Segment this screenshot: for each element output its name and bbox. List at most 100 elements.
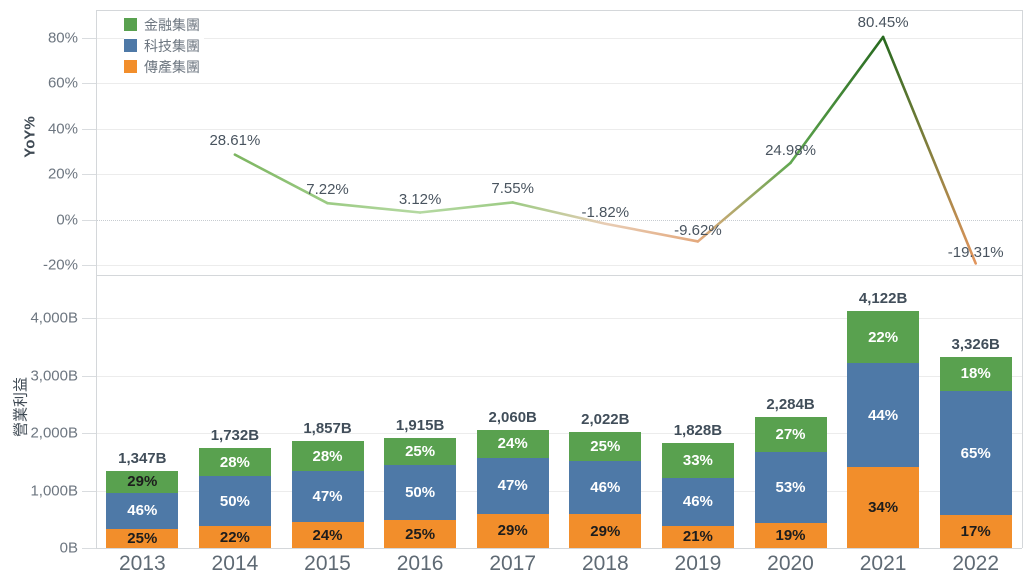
bar-segment-金融集團[interactable]: 22% bbox=[847, 310, 920, 364]
bar-segment-label: 50% bbox=[219, 492, 250, 510]
bar-2016[interactable]: 25% 50% 25% bbox=[384, 437, 457, 548]
bar-segment-金融集團[interactable]: 33% bbox=[661, 442, 734, 478]
yoy-line-segment[interactable] bbox=[696, 161, 792, 243]
yoy-line-segment[interactable] bbox=[233, 153, 329, 205]
bar-segment-金融集團[interactable]: 24% bbox=[476, 429, 549, 458]
operating-income-gridline bbox=[96, 375, 1022, 377]
bar-segment-傳產集團[interactable]: 19% bbox=[754, 522, 827, 548]
bar-2020[interactable]: 27% 53% 19% bbox=[754, 416, 827, 548]
bar-segment-label: 29% bbox=[590, 522, 621, 540]
x-tick-2013: 2013 bbox=[118, 552, 166, 575]
bar-segment-傳產集團[interactable]: 22% bbox=[198, 526, 271, 548]
yoy-value-label: 80.45% bbox=[857, 13, 909, 31]
bar-segment-金融集團[interactable]: 27% bbox=[754, 416, 827, 453]
yoy-tick-label: 20% bbox=[47, 165, 78, 183]
bar-2022[interactable]: 18% 65% 17% bbox=[939, 356, 1012, 548]
bar-segment-科技集團[interactable]: 53% bbox=[754, 452, 827, 523]
bar-segment-label: 21% bbox=[682, 528, 713, 546]
yoy-tick-mark bbox=[82, 128, 96, 130]
operating-income-tick-label: 4,000B bbox=[30, 309, 78, 327]
bar-segment-科技集團[interactable]: 50% bbox=[384, 465, 457, 521]
yoy-gridline bbox=[96, 128, 1022, 130]
bar-segment-金融集團[interactable]: 25% bbox=[569, 431, 642, 461]
yoy-line-segment[interactable] bbox=[789, 35, 885, 165]
bar-total-label: 4,122B bbox=[858, 289, 908, 307]
operating-income-tick-mark bbox=[82, 433, 96, 434]
yoy-tick-mark bbox=[82, 265, 96, 266]
bar-segment-科技集團[interactable]: 50% bbox=[198, 476, 271, 527]
operating-income-tick-mark bbox=[82, 490, 96, 492]
operating-income-tick-label: 0B bbox=[59, 539, 78, 557]
operating-income-tick-label: 1,000B bbox=[30, 482, 78, 499]
bar-segment-傳產集團[interactable]: 29% bbox=[569, 514, 642, 548]
bar-segment-科技集團[interactable]: 65% bbox=[939, 391, 1012, 516]
yoy-tick-mark bbox=[82, 83, 96, 85]
yoy-value-label: 28.61% bbox=[209, 131, 261, 149]
yoy-gridline bbox=[96, 265, 1022, 266]
bar-segment-金融集團[interactable]: 28% bbox=[198, 448, 271, 477]
legend-item-label: 金融集團 bbox=[144, 16, 200, 33]
bar-total-label: 3,326B bbox=[951, 335, 1000, 353]
bar-segment-label: 24% bbox=[312, 526, 343, 544]
bar-segment-label: 53% bbox=[775, 479, 806, 497]
legend-item-傳產集團[interactable]: 傳產集團 bbox=[124, 56, 200, 77]
bar-segment-科技集團[interactable]: 47% bbox=[476, 457, 549, 514]
x-tick-2021: 2021 bbox=[859, 552, 907, 575]
yoy-line-segment[interactable] bbox=[881, 35, 977, 265]
bar-segment-傳產集團[interactable]: 29% bbox=[476, 513, 549, 548]
bar-segment-傳產集團[interactable]: 25% bbox=[106, 528, 179, 548]
bar-segment-科技集團[interactable]: 46% bbox=[569, 460, 642, 515]
bar-total-label: 1,347B bbox=[118, 449, 167, 467]
bar-segment-label: 18% bbox=[960, 365, 991, 383]
yoy-tick-mark bbox=[82, 219, 96, 221]
bar-segment-科技集團[interactable]: 47% bbox=[291, 471, 364, 523]
bar-segment-傳產集團[interactable]: 21% bbox=[661, 525, 734, 548]
bar-2019[interactable]: 33% 46% 21% bbox=[661, 442, 734, 548]
legend-swatch-icon bbox=[124, 18, 137, 31]
yoy-value-label: 7.55% bbox=[491, 180, 534, 198]
bar-segment-label: 50% bbox=[405, 484, 436, 502]
bar-2018[interactable]: 25% 46% 29% bbox=[569, 431, 642, 548]
bar-segment-金融集團[interactable]: 28% bbox=[291, 441, 364, 472]
bar-segment-label: 29% bbox=[127, 473, 158, 491]
bar-segment-科技集團[interactable]: 46% bbox=[106, 493, 179, 529]
bar-segment-金融集團[interactable]: 25% bbox=[384, 437, 457, 466]
bar-segment-科技集團[interactable]: 46% bbox=[661, 477, 734, 526]
bar-segment-傳產集團[interactable]: 25% bbox=[384, 520, 457, 548]
bar-segment-label: 65% bbox=[960, 444, 991, 462]
yoy-value-label: -19.31% bbox=[947, 244, 1004, 262]
plot-right-border bbox=[1022, 10, 1023, 548]
bar-segment-金融集團[interactable]: 29% bbox=[106, 470, 179, 493]
bar-2014[interactable]: 28% 50% 22% bbox=[198, 448, 271, 548]
yoy-value-label: -1.82% bbox=[581, 203, 630, 221]
bar-2013[interactable]: 29% 46% 25% bbox=[106, 470, 179, 548]
bar-total-label: 1,857B bbox=[303, 420, 352, 438]
legend-item-金融集團[interactable]: 金融集團 bbox=[124, 14, 200, 35]
x-tick-2015: 2015 bbox=[304, 552, 351, 575]
bar-segment-傳產集團[interactable]: 17% bbox=[939, 515, 1012, 548]
bar-segment-label: 25% bbox=[127, 529, 158, 547]
bar-segment-label: 33% bbox=[682, 451, 713, 469]
bar-segment-傳產集團[interactable]: 34% bbox=[847, 467, 920, 548]
bar-total-label: 1,915B bbox=[395, 416, 445, 434]
yoy-line-segment[interactable] bbox=[326, 201, 422, 214]
bar-2015[interactable]: 28% 47% 24% bbox=[291, 441, 364, 548]
legend-item-科技集團[interactable]: 科技集團 bbox=[124, 35, 200, 56]
x-axis-line bbox=[96, 548, 1022, 549]
yoy-line-segment[interactable] bbox=[511, 201, 607, 226]
x-tick-2018: 2018 bbox=[581, 552, 629, 575]
operating-income-tick-label: 2,000B bbox=[30, 424, 78, 442]
operating-income-gridline bbox=[96, 433, 1022, 434]
bar-2017[interactable]: 24% 47% 29% bbox=[476, 429, 549, 548]
yoy-line-chart bbox=[233, 35, 977, 265]
bar-segment-金融集團[interactable]: 18% bbox=[939, 356, 1012, 392]
operating-income-tick-mark bbox=[82, 548, 96, 549]
yoy-line-segment[interactable] bbox=[418, 201, 514, 214]
yoy-line-segment[interactable] bbox=[604, 222, 700, 243]
bar-segment-科技集團[interactable]: 44% bbox=[847, 363, 920, 468]
legend: 金融集團科技集團 傳產集團 bbox=[124, 12, 204, 79]
bar-2021[interactable]: 22% 44% 34% bbox=[847, 310, 920, 548]
bar-segment-label: 25% bbox=[590, 437, 621, 455]
bar-segment-傳產集團[interactable]: 24% bbox=[291, 522, 364, 548]
bar-total-label: 1,732B bbox=[210, 427, 260, 445]
